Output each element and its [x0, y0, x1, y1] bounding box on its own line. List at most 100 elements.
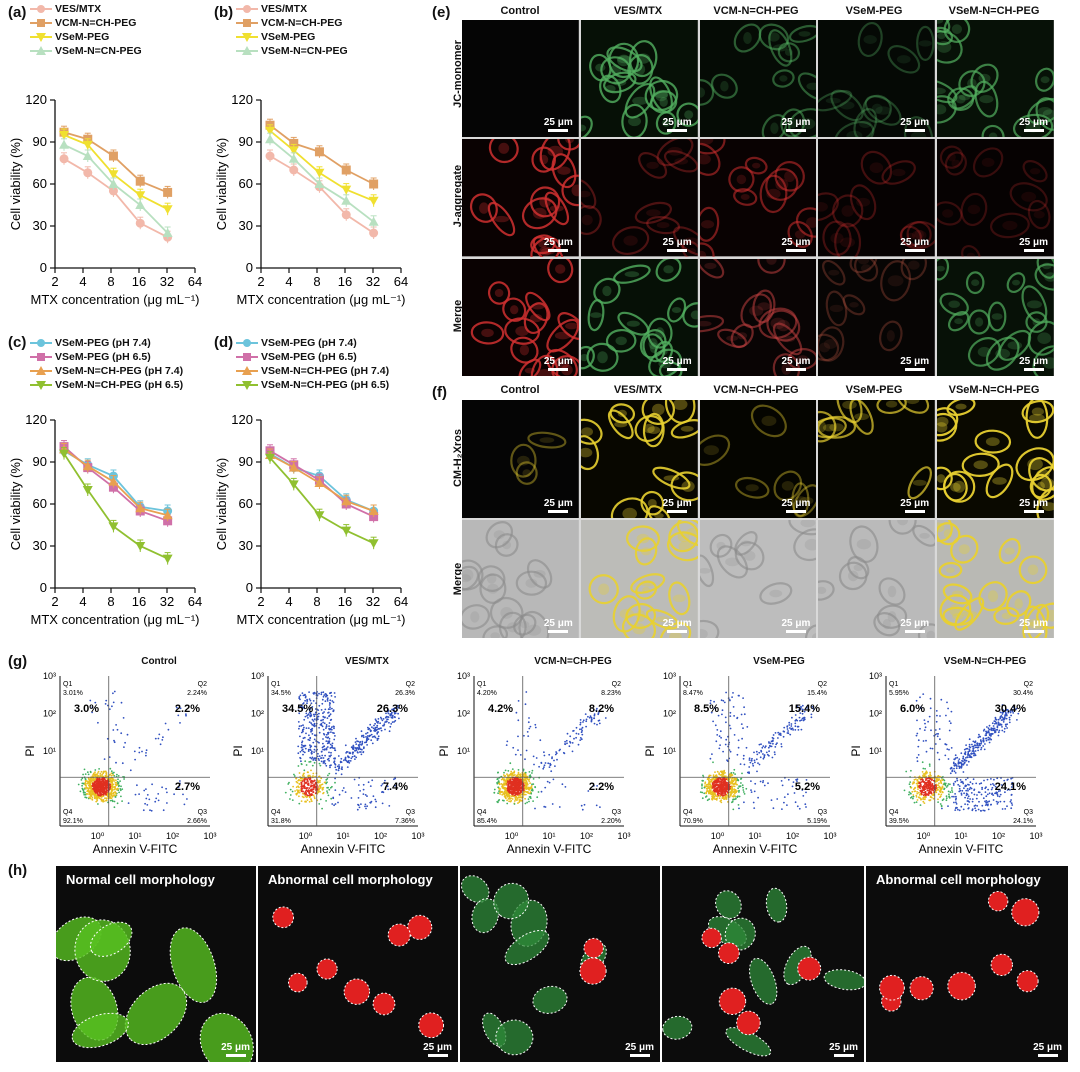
y-tick-label: 60 [33, 176, 47, 191]
event-dot [711, 783, 714, 786]
event-dot [945, 714, 947, 717]
event-dot [716, 734, 719, 736]
event-dot [301, 740, 304, 743]
event-dot [360, 730, 363, 733]
event-dot [941, 779, 944, 782]
event-dot [939, 715, 941, 717]
event-dot [985, 737, 987, 740]
quadrant-label: Q1 [889, 681, 898, 688]
event-dot [359, 748, 362, 751]
event-dot [987, 808, 990, 811]
event-dot [575, 736, 577, 739]
event-dot [802, 709, 804, 711]
y-tick-label: 60 [239, 496, 253, 511]
event-dot [524, 793, 527, 796]
event-dot [762, 780, 765, 782]
scale-bar-line [785, 368, 806, 371]
scale-bar: 25 μm [544, 498, 573, 513]
event-dot [971, 798, 974, 800]
event-dot [333, 732, 335, 735]
event-dot [332, 747, 335, 749]
data-point [314, 478, 325, 487]
event-dot [965, 789, 968, 792]
event-dot [349, 760, 352, 762]
event-dot [88, 793, 91, 796]
event-dot [927, 783, 930, 786]
event-dot [782, 735, 785, 738]
event-dot [355, 743, 358, 745]
x-tick-label: 10¹ [542, 831, 555, 841]
micrograph: 25 μm [699, 139, 817, 257]
event-dot [915, 699, 918, 702]
event-dot [88, 778, 91, 781]
event-dot [528, 792, 531, 795]
event-dot [497, 786, 500, 789]
event-dot [314, 713, 317, 716]
event-dot [719, 777, 722, 780]
event-dot [1006, 789, 1009, 791]
event-dot [145, 788, 147, 790]
event-dot [300, 779, 302, 782]
event-dot [301, 748, 304, 751]
event-dot [951, 795, 953, 798]
event-dot [395, 706, 398, 709]
event-dot [789, 733, 792, 736]
event-dot [914, 790, 917, 793]
event-dot [115, 784, 118, 786]
legend-item: VSeM-PEG (pH 7.4) [236, 336, 389, 350]
event-dot [92, 790, 94, 793]
event-dot [952, 761, 955, 764]
event-dot [306, 799, 309, 801]
event-dot [913, 778, 916, 781]
event-dot [325, 800, 327, 802]
event-dot [393, 711, 396, 713]
event-dot [83, 793, 86, 796]
event-dot [549, 764, 552, 767]
event-dot [89, 787, 92, 790]
scale-bar: 25 μm [781, 117, 810, 133]
event-dot [927, 787, 930, 790]
y-tick-label: 10¹ [457, 746, 470, 756]
event-dot [714, 724, 717, 727]
event-dot [937, 789, 939, 791]
event-dot [919, 706, 922, 709]
event-dot [322, 691, 325, 694]
event-dot [524, 758, 526, 761]
event-dot [525, 785, 528, 788]
micrograph: 25 μm [580, 400, 698, 518]
event-dot [517, 771, 520, 774]
event-dot [320, 760, 323, 763]
event-dot [320, 757, 323, 759]
event-dot [337, 769, 340, 772]
event-dot [109, 767, 112, 770]
event-dot [525, 691, 528, 693]
event-dot [303, 694, 306, 697]
event-dot [511, 782, 513, 785]
event-dot [580, 738, 583, 741]
event-dot [329, 743, 332, 746]
y-tick-label: 0 [246, 580, 253, 595]
event-dot [1001, 708, 1004, 711]
event-dot [97, 783, 100, 786]
event-dot [99, 774, 102, 776]
event-dot [103, 791, 106, 794]
event-dot [926, 771, 928, 774]
event-dot [391, 714, 394, 717]
series-line [265, 451, 379, 550]
scale-bar-label: 25 μm [900, 498, 930, 509]
event-dot [733, 715, 735, 717]
event-dot [713, 795, 716, 798]
event-dot [105, 785, 108, 788]
event-dot [755, 750, 758, 753]
event-dot [82, 789, 85, 792]
event-dot [740, 782, 742, 784]
event-dot [365, 732, 367, 735]
event-dot [324, 754, 326, 757]
event-dot [935, 778, 938, 781]
event-dot [946, 748, 949, 750]
x-tick-label: 10² [374, 831, 387, 841]
x-axis-label: Annexin V-FITC [919, 842, 1004, 856]
event-dot [145, 749, 148, 752]
event-dot [915, 734, 918, 737]
event-dot [108, 756, 111, 758]
